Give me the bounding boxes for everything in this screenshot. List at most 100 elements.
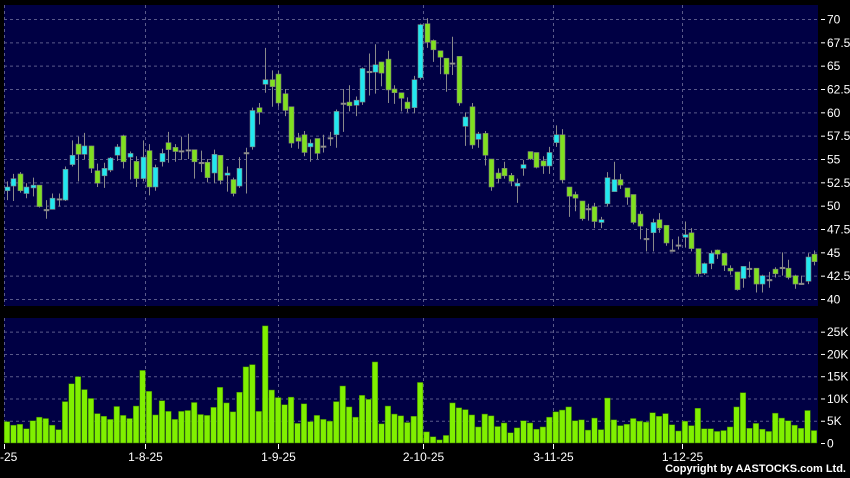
volume-bar: [391, 413, 398, 444]
candle-down: [508, 175, 515, 182]
volume-bar: [442, 435, 450, 444]
candle-down: [88, 145, 95, 169]
candle-up: [249, 110, 256, 148]
candle-down: [617, 179, 624, 186]
volume-bar: [643, 421, 650, 444]
volume-bar: [165, 411, 172, 444]
volume-bar: [733, 406, 740, 444]
candle-down: [714, 249, 721, 255]
volume-bar: [701, 428, 708, 444]
volume-bar: [694, 408, 701, 444]
candle-down: [785, 267, 792, 278]
candle-up: [740, 266, 747, 279]
volume-bar: [707, 428, 714, 444]
candle-down: [540, 160, 547, 167]
candle-unchanged: [675, 244, 682, 247]
price-tick-label: 70: [827, 13, 841, 27]
volume-bar: [275, 397, 282, 444]
candle-up: [701, 263, 708, 274]
candle-down: [17, 173, 24, 192]
candle-up: [30, 184, 37, 189]
volume-bar: [720, 430, 727, 444]
volume-bar: [404, 422, 411, 444]
candle-down: [456, 56, 463, 104]
candle-unchanged: [198, 161, 205, 165]
candle-up: [224, 172, 231, 176]
volume-bar: [507, 432, 514, 444]
volume-bar: [591, 417, 598, 444]
candle-down: [256, 107, 263, 113]
candle-down: [75, 143, 82, 155]
candle-down: [482, 133, 489, 156]
volume-bar: [526, 422, 533, 444]
volume-bar: [668, 424, 676, 444]
volume-bar: [630, 418, 637, 444]
candle-up: [307, 142, 314, 148]
volume-bar: [636, 420, 643, 444]
date-axis: -25 1-8-25 1-9-25 2-10-25 3-11-25 1-12-25: [0, 444, 704, 464]
candle-up: [650, 222, 657, 234]
volume-bar: [346, 406, 353, 444]
candle-down: [811, 253, 818, 262]
volume-bar: [229, 411, 237, 444]
volume-bar: [488, 415, 495, 444]
volume-bar: [307, 421, 314, 444]
candle-down: [378, 61, 385, 74]
candle-down: [495, 172, 502, 179]
volume-bar: [371, 361, 379, 444]
volume-tick-label: 0: [827, 437, 834, 451]
candle-down: [688, 232, 695, 249]
candle-up: [708, 252, 715, 264]
candle-down: [527, 151, 534, 160]
volume-bar: [300, 403, 308, 444]
volume-bar: [29, 420, 36, 444]
candlestick-series: [4, 18, 818, 293]
candle-down: [501, 168, 508, 177]
volume-bar: [120, 415, 127, 444]
candle-unchanged: [43, 209, 50, 212]
volume-bar: [714, 431, 721, 444]
date-tick-label: -25: [0, 450, 18, 464]
candle-up: [62, 168, 69, 201]
candle-unchanged: [779, 266, 786, 270]
volume-tick-label: 20K: [827, 347, 848, 361]
volume-bar: [81, 389, 88, 444]
volume-bar: [262, 325, 269, 444]
candle-unchanged: [320, 145, 327, 148]
volume-bar: [572, 420, 579, 444]
price-tick-label: 60: [827, 106, 841, 120]
volume-bar: [178, 411, 185, 444]
price-axis: 70 67.5 65 62.5 60 57.5 55 52.5 50 47.5 45 42.5 40: [821, 13, 850, 307]
candle-down: [165, 142, 172, 150]
candle-down: [624, 187, 631, 198]
candle-down: [133, 161, 140, 179]
date-tick-label: 1-8-25: [128, 450, 163, 464]
price-tick-label: 52.5: [827, 176, 850, 190]
candle-down: [559, 134, 566, 181]
volume-bar: [249, 364, 256, 444]
volume-bar: [449, 402, 456, 444]
candle-down: [430, 40, 437, 51]
candle-down: [488, 158, 495, 188]
volume-bar: [778, 417, 785, 444]
candle-unchanged: [366, 70, 373, 74]
candle-unchanged: [178, 150, 185, 153]
volume-bar: [87, 398, 94, 444]
volume-bar: [352, 416, 359, 444]
candle-down: [404, 101, 411, 109]
candle-down: [424, 23, 431, 43]
volume-bar: [501, 422, 508, 444]
candle-down: [630, 194, 637, 223]
volume-bar: [623, 424, 630, 444]
volume-bar: [565, 406, 572, 444]
candle-up: [236, 168, 243, 187]
volume-bar: [597, 429, 605, 444]
candle-down: [792, 275, 799, 285]
volume-bar: [494, 426, 501, 444]
candle-down: [301, 134, 308, 153]
volume-bar: [339, 385, 346, 444]
volume-bar: [268, 389, 275, 444]
volume-bar: [313, 415, 320, 444]
volume-bar: [752, 423, 759, 444]
candle-up: [101, 168, 108, 177]
